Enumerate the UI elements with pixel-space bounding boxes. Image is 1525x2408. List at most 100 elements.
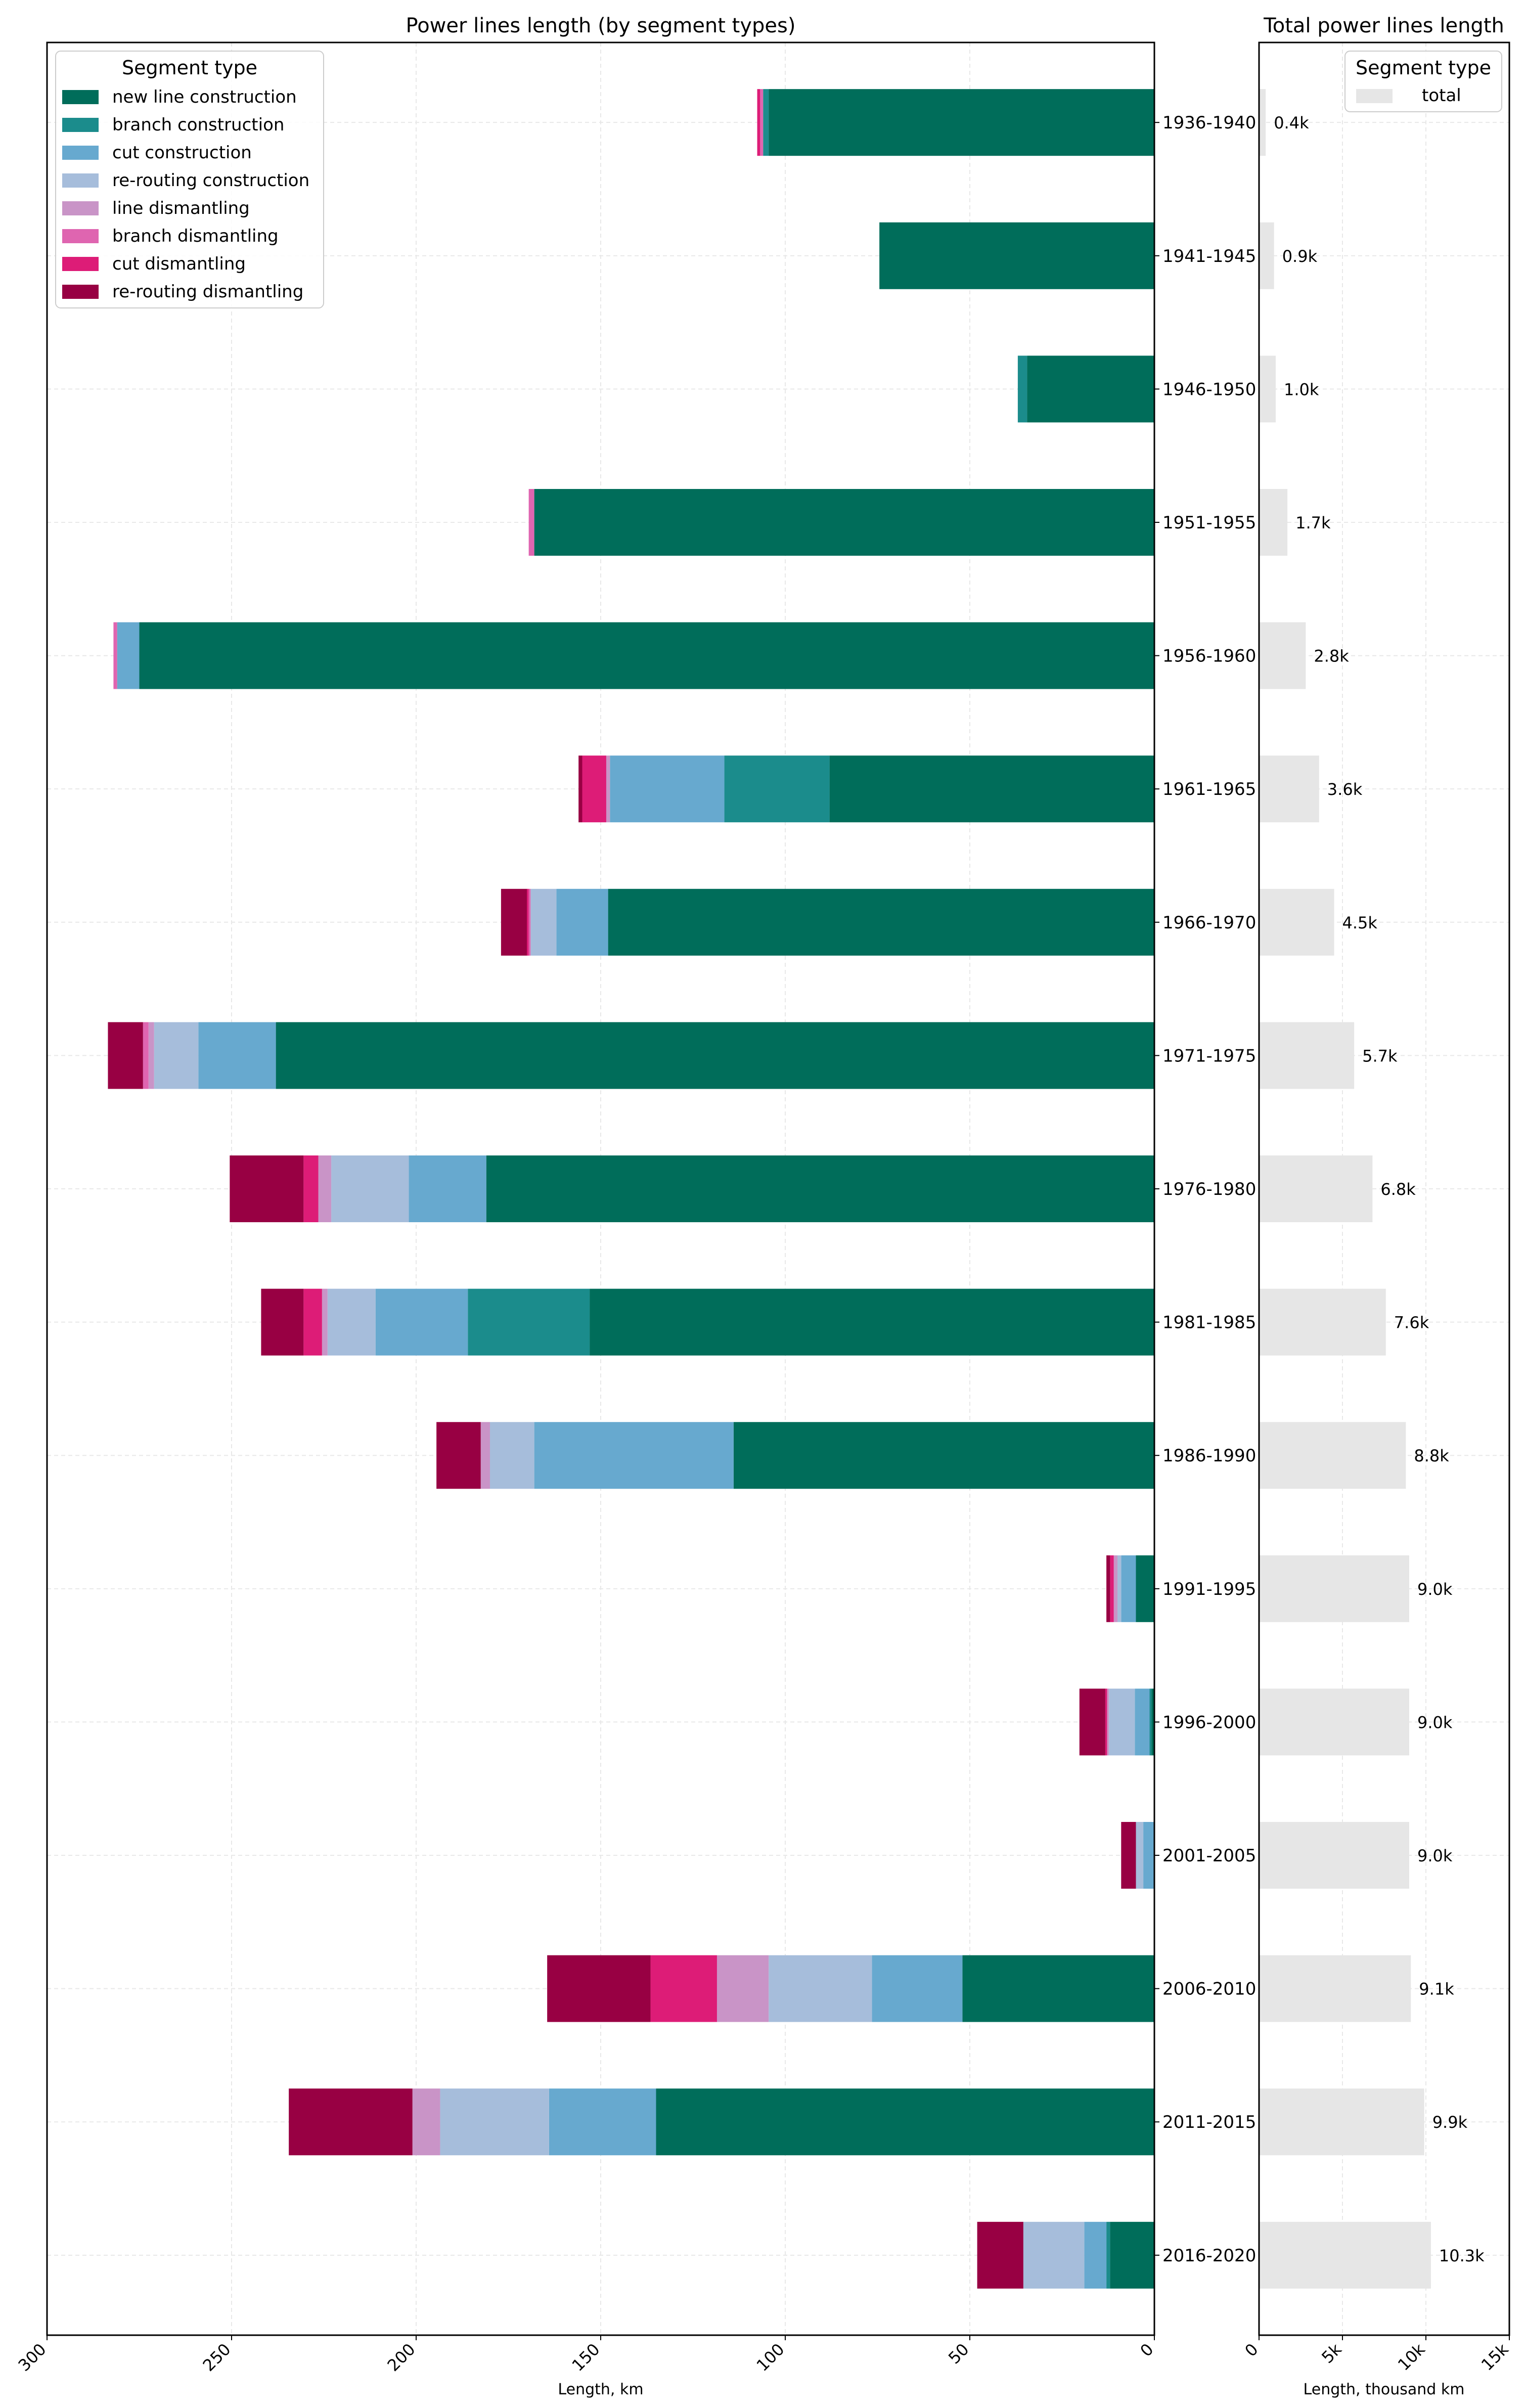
total-bar: [1259, 1822, 1409, 1889]
bar-segment: [1027, 355, 1154, 423]
y-tick-label: 1946-1950: [1162, 379, 1256, 399]
bar-segment: [1110, 1555, 1114, 1622]
total-bar: [1259, 89, 1266, 156]
bar-segment: [1136, 1555, 1154, 1622]
bar-segment: [490, 1422, 534, 1489]
y-tick-label: 1961-1965: [1162, 779, 1256, 799]
bar-segment: [528, 488, 534, 556]
bar-segment: [318, 1155, 332, 1222]
bar-segment: [327, 1288, 376, 1356]
right-chart-title: Total power lines length: [1263, 14, 1504, 37]
bar-segment: [610, 755, 725, 823]
total-data-label: 2.8k: [1314, 647, 1349, 666]
bar-segment: [1110, 2221, 1154, 2289]
bar-segment: [139, 622, 1154, 689]
total-bar: [1259, 622, 1306, 689]
bar-segment: [331, 1155, 409, 1222]
y-tick-label: 2016-2020: [1162, 2246, 1256, 2266]
bar-segment: [303, 1288, 322, 1356]
bar-segment: [1107, 1688, 1109, 1756]
bar-segment: [501, 888, 527, 956]
legend-swatch: [62, 201, 99, 215]
bar-segment: [962, 1955, 1154, 2022]
legend-label: re-routing dismantling: [112, 282, 303, 302]
y-tick-label: 2011-2015: [1162, 2112, 1256, 2132]
bar-segment: [486, 1155, 1155, 1222]
bar-segment: [527, 888, 529, 956]
bar-segment: [1017, 355, 1027, 423]
right-legend: Segment type total: [1344, 51, 1502, 112]
bar-segment: [113, 622, 117, 689]
bar-segment: [733, 1422, 1154, 1489]
bar-segment: [1117, 1555, 1122, 1622]
bar-segment: [879, 222, 1154, 289]
total-data-label: 0.9k: [1282, 247, 1318, 266]
bar-segment: [724, 755, 830, 823]
left-legend-title: Segment type: [122, 57, 257, 79]
total-bar: [1259, 2088, 1424, 2156]
y-tick-label: 1971-1975: [1162, 1046, 1256, 1066]
bar-segment: [829, 755, 1154, 823]
bar-segment: [528, 888, 531, 956]
total-bar: [1259, 755, 1319, 823]
bar-segment: [760, 89, 764, 156]
bar-segment: [1106, 1555, 1110, 1622]
left-legend: Segment type new line construction branch…: [55, 51, 324, 308]
y-tick-label: 1941-1945: [1162, 246, 1256, 266]
legend-swatch: [62, 173, 99, 188]
total-data-label: 10.3k: [1439, 2246, 1485, 2265]
total-data-label: 9.0k: [1417, 1846, 1453, 1865]
bar-segment: [143, 1022, 149, 1089]
bar-segment: [534, 488, 1154, 556]
bar-segment: [198, 1022, 276, 1089]
legend-swatch: [62, 229, 99, 243]
bar-segment: [534, 1422, 734, 1489]
bar-segment: [1121, 1822, 1136, 1889]
total-bar: [1259, 1288, 1386, 1356]
left-x-axis-label: Length, km: [558, 2381, 643, 2398]
total-bar: [1259, 1555, 1409, 1622]
total-data-label: 6.8k: [1380, 1180, 1416, 1199]
bar-segment: [375, 1288, 468, 1356]
total-bar: [1259, 1688, 1409, 1756]
total-bar: [1259, 1422, 1406, 1489]
right-legend-label: total: [1422, 85, 1461, 106]
bar-segment: [656, 2088, 1154, 2156]
left-legend-items: new line construction branch construction…: [62, 87, 309, 302]
bar-segment: [1151, 1688, 1154, 1756]
bar-segment: [1105, 1688, 1107, 1756]
legend-label: branch dismantling: [112, 226, 279, 246]
left-chart-title: Power lines length (by segment types): [406, 14, 796, 37]
total-bar: [1259, 2221, 1431, 2289]
y-tick-label: 1976-1980: [1162, 1179, 1256, 1199]
bar-segment: [608, 888, 1154, 956]
y-tick-label: 1996-2000: [1162, 1712, 1256, 1732]
total-data-label: 9.1k: [1419, 1980, 1454, 1999]
y-tick-label: 1951-1955: [1162, 513, 1256, 533]
bar-segment: [1106, 2221, 1110, 2289]
bar-segment: [468, 1288, 590, 1356]
bar-segment: [276, 1022, 1154, 1089]
total-data-label: 5.7k: [1362, 1046, 1398, 1065]
left-bars: [108, 89, 1155, 2289]
bar-segment: [1143, 1822, 1154, 1889]
legend-label: branch construction: [112, 115, 284, 135]
bar-segment: [977, 2221, 1023, 2289]
total-bar: [1259, 1955, 1411, 2022]
legend-label: cut dismantling: [112, 254, 246, 274]
total-data-label: 9.9k: [1432, 2113, 1468, 2132]
total-bar: [1259, 888, 1334, 956]
bar-segment: [436, 1422, 481, 1489]
total-data-label: 8.8k: [1414, 1446, 1449, 1465]
y-category-labels: 1936-1940 1941-1945 1946-1950 1951-1955 1956…: [1154, 113, 1256, 2266]
y-tick-label: 2006-2010: [1162, 1979, 1256, 1999]
right-bars: [1259, 89, 1431, 2289]
y-tick-label: 1991-1995: [1162, 1579, 1256, 1599]
bar-segment: [289, 2088, 413, 2156]
bar-segment: [606, 755, 610, 823]
bar-segment: [412, 2088, 440, 2156]
legend-label: re-routing construction: [112, 170, 309, 191]
bar-segment: [261, 1288, 304, 1356]
bar-segment: [1135, 1688, 1150, 1756]
bar-segment: [547, 1955, 651, 2022]
